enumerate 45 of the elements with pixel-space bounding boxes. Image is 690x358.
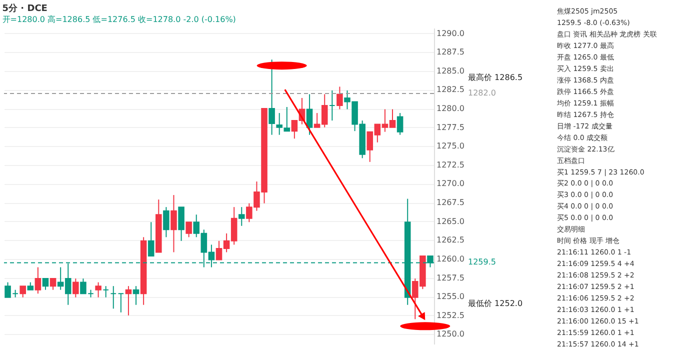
candlestick xyxy=(110,286,117,310)
ref-line-label: 1259.5 xyxy=(468,258,496,267)
y-tick-label: 1267.5 xyxy=(436,198,464,208)
y-tick-label: 1280.0 xyxy=(436,104,464,114)
chart-subtitle: 开=1280.0 高=1286.5 低=1276.5 收=1278.0 -2.0 (-0.16%) xyxy=(2,15,236,24)
candlestick xyxy=(72,278,79,298)
y-tick-label: 1282.5 xyxy=(436,85,464,94)
chart-title: 5分 · DCE xyxy=(2,3,48,14)
candlestick xyxy=(306,94,313,136)
candlestick xyxy=(125,286,132,316)
candlestick xyxy=(50,278,56,290)
y-tick-label: 1277.5 xyxy=(436,122,464,132)
text: 最低价 1252.0 xyxy=(468,299,523,308)
candlestick xyxy=(396,112,404,136)
y-tick-label: 1270.0 xyxy=(436,179,464,188)
y-tick-label: 1265.0 xyxy=(436,216,464,226)
y-tick-label: 1290.0 xyxy=(436,28,464,38)
candlestick xyxy=(336,86,343,110)
candlestick xyxy=(163,206,170,238)
candlestick xyxy=(34,266,42,294)
candlestick xyxy=(132,286,140,306)
candlestick xyxy=(178,206,184,242)
candlestick xyxy=(186,222,192,238)
candlestick xyxy=(102,286,109,298)
y-tick-label: 1260.0 xyxy=(436,254,464,264)
candlestick xyxy=(238,206,245,226)
y-tick-label: 1252.5 xyxy=(436,310,464,320)
y-tick-label: 1255.0 xyxy=(436,292,464,302)
ref-line-label: 1282.0 xyxy=(468,88,496,98)
candlestick xyxy=(118,293,124,313)
candlestick xyxy=(170,194,177,253)
y-tick-label: 1275.0 xyxy=(436,142,464,151)
candlestick xyxy=(148,222,154,256)
y-tick-label: 1257.5 xyxy=(436,273,464,282)
y-tick-label: 1272.5 xyxy=(436,160,464,170)
y-tick-label: 1285.0 xyxy=(436,66,464,76)
y-tick-label: 1287.5 xyxy=(436,48,464,57)
candlestick xyxy=(20,286,26,298)
candlestick xyxy=(95,282,102,298)
candlestick xyxy=(329,90,336,122)
candlestick xyxy=(42,278,49,290)
candlestick xyxy=(268,59,275,136)
y-tick-label: 1250.0 xyxy=(436,330,464,339)
text: 最高价 1286.5 xyxy=(468,73,523,82)
y-tick-label: 1262.5 xyxy=(436,236,464,245)
